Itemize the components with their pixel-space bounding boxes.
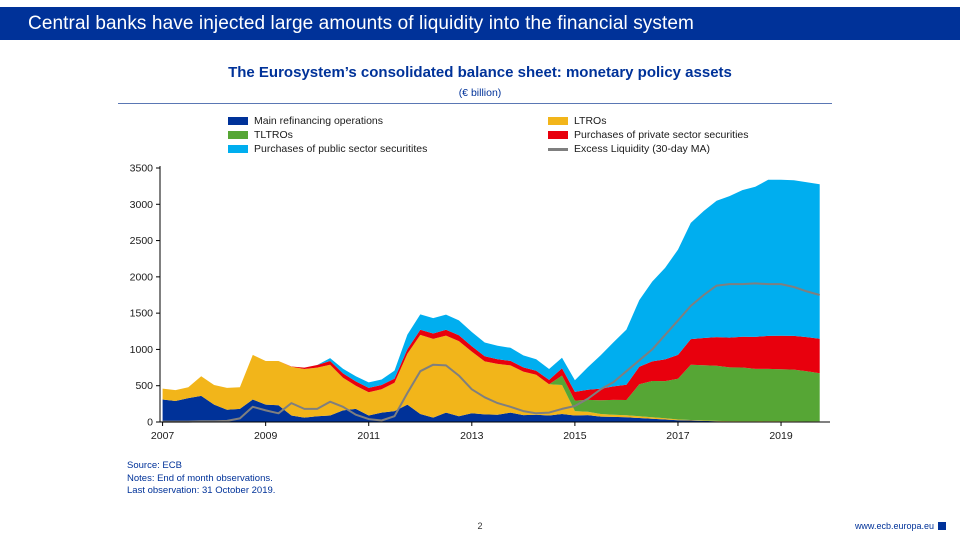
- svg-text:2015: 2015: [563, 430, 587, 442]
- legend-column: LTROs Purchases of private sector securit…: [548, 114, 749, 156]
- legend-item: Purchases of private sector securities: [548, 128, 749, 142]
- source-notes: Source: ECB Notes: End of month observat…: [127, 460, 275, 498]
- legend-label: Purchases of public sector securitites: [254, 143, 428, 155]
- legend-item: Purchases of public sector securitites: [228, 142, 548, 156]
- svg-text:2013: 2013: [460, 430, 484, 442]
- slide-header-banner: Central banks have injected large amount…: [0, 7, 960, 40]
- legend-label: LTROs: [574, 115, 607, 127]
- last-observation-line: Last observation: 31 October 2019.: [127, 485, 276, 497]
- legend-label: Purchases of private sector securities: [574, 129, 749, 141]
- svg-text:2500: 2500: [130, 235, 154, 247]
- svg-text:3500: 3500: [130, 163, 154, 175]
- svg-text:1500: 1500: [130, 308, 154, 320]
- svg-text:2017: 2017: [666, 430, 690, 442]
- balance-sheet-chart: 0 500 1000 1500 2000 2500 3000 3500 2007 2009 2011…: [112, 158, 842, 448]
- slide-title: Central banks have injected large amount…: [28, 12, 694, 34]
- page-number: 2: [477, 521, 483, 531]
- notes-line: Notes: End of month observations.: [127, 472, 273, 484]
- svg-text:2011: 2011: [357, 430, 380, 442]
- title-divider: [118, 103, 832, 104]
- source-line: Source: ECB: [127, 460, 182, 471]
- svg-text:0: 0: [147, 417, 153, 429]
- legend-swatch: [548, 131, 568, 139]
- legend-label: Excess Liquidity (30-day MA): [574, 143, 710, 155]
- legend-swatch: [228, 131, 248, 139]
- chart-canvas: 0 500 1000 1500 2000 2500 3000 3500 2007 2009 2011…: [130, 163, 830, 442]
- legend-label: TLTROs: [254, 129, 293, 141]
- legend-swatch: [228, 145, 248, 153]
- legend-label: Main refinancing operations: [254, 115, 383, 127]
- legend-item: Excess Liquidity (30-day MA): [548, 142, 749, 156]
- legend-item: LTROs: [548, 114, 749, 128]
- website-url: www.ecb.europa.eu: [854, 521, 934, 531]
- chart-title: The Eurosystem’s consolidated balance sh…: [228, 64, 732, 81]
- svg-text:2009: 2009: [254, 430, 278, 442]
- legend-swatch: [228, 117, 248, 125]
- legend-item: TLTROs: [228, 128, 548, 142]
- svg-text:1000: 1000: [130, 344, 154, 356]
- svg-text:2019: 2019: [769, 430, 793, 442]
- legend-line-marker: [548, 147, 568, 151]
- chart-legend: Main refinancing operations TLTROs Purchas…: [228, 114, 749, 156]
- ecb-logo-icon: [938, 522, 946, 530]
- svg-text:2007: 2007: [151, 430, 175, 442]
- chart-subtitle: (€ billion): [458, 87, 502, 99]
- svg-text:3000: 3000: [130, 199, 154, 211]
- svg-text:2000: 2000: [130, 271, 154, 283]
- svg-text:500: 500: [135, 380, 153, 392]
- legend-column: Main refinancing operations TLTROs Purchas…: [228, 114, 548, 156]
- legend-swatch: [548, 117, 568, 125]
- footer-website: www.ecb.europa.eu: [855, 521, 946, 531]
- legend-item: Main refinancing operations: [228, 114, 548, 128]
